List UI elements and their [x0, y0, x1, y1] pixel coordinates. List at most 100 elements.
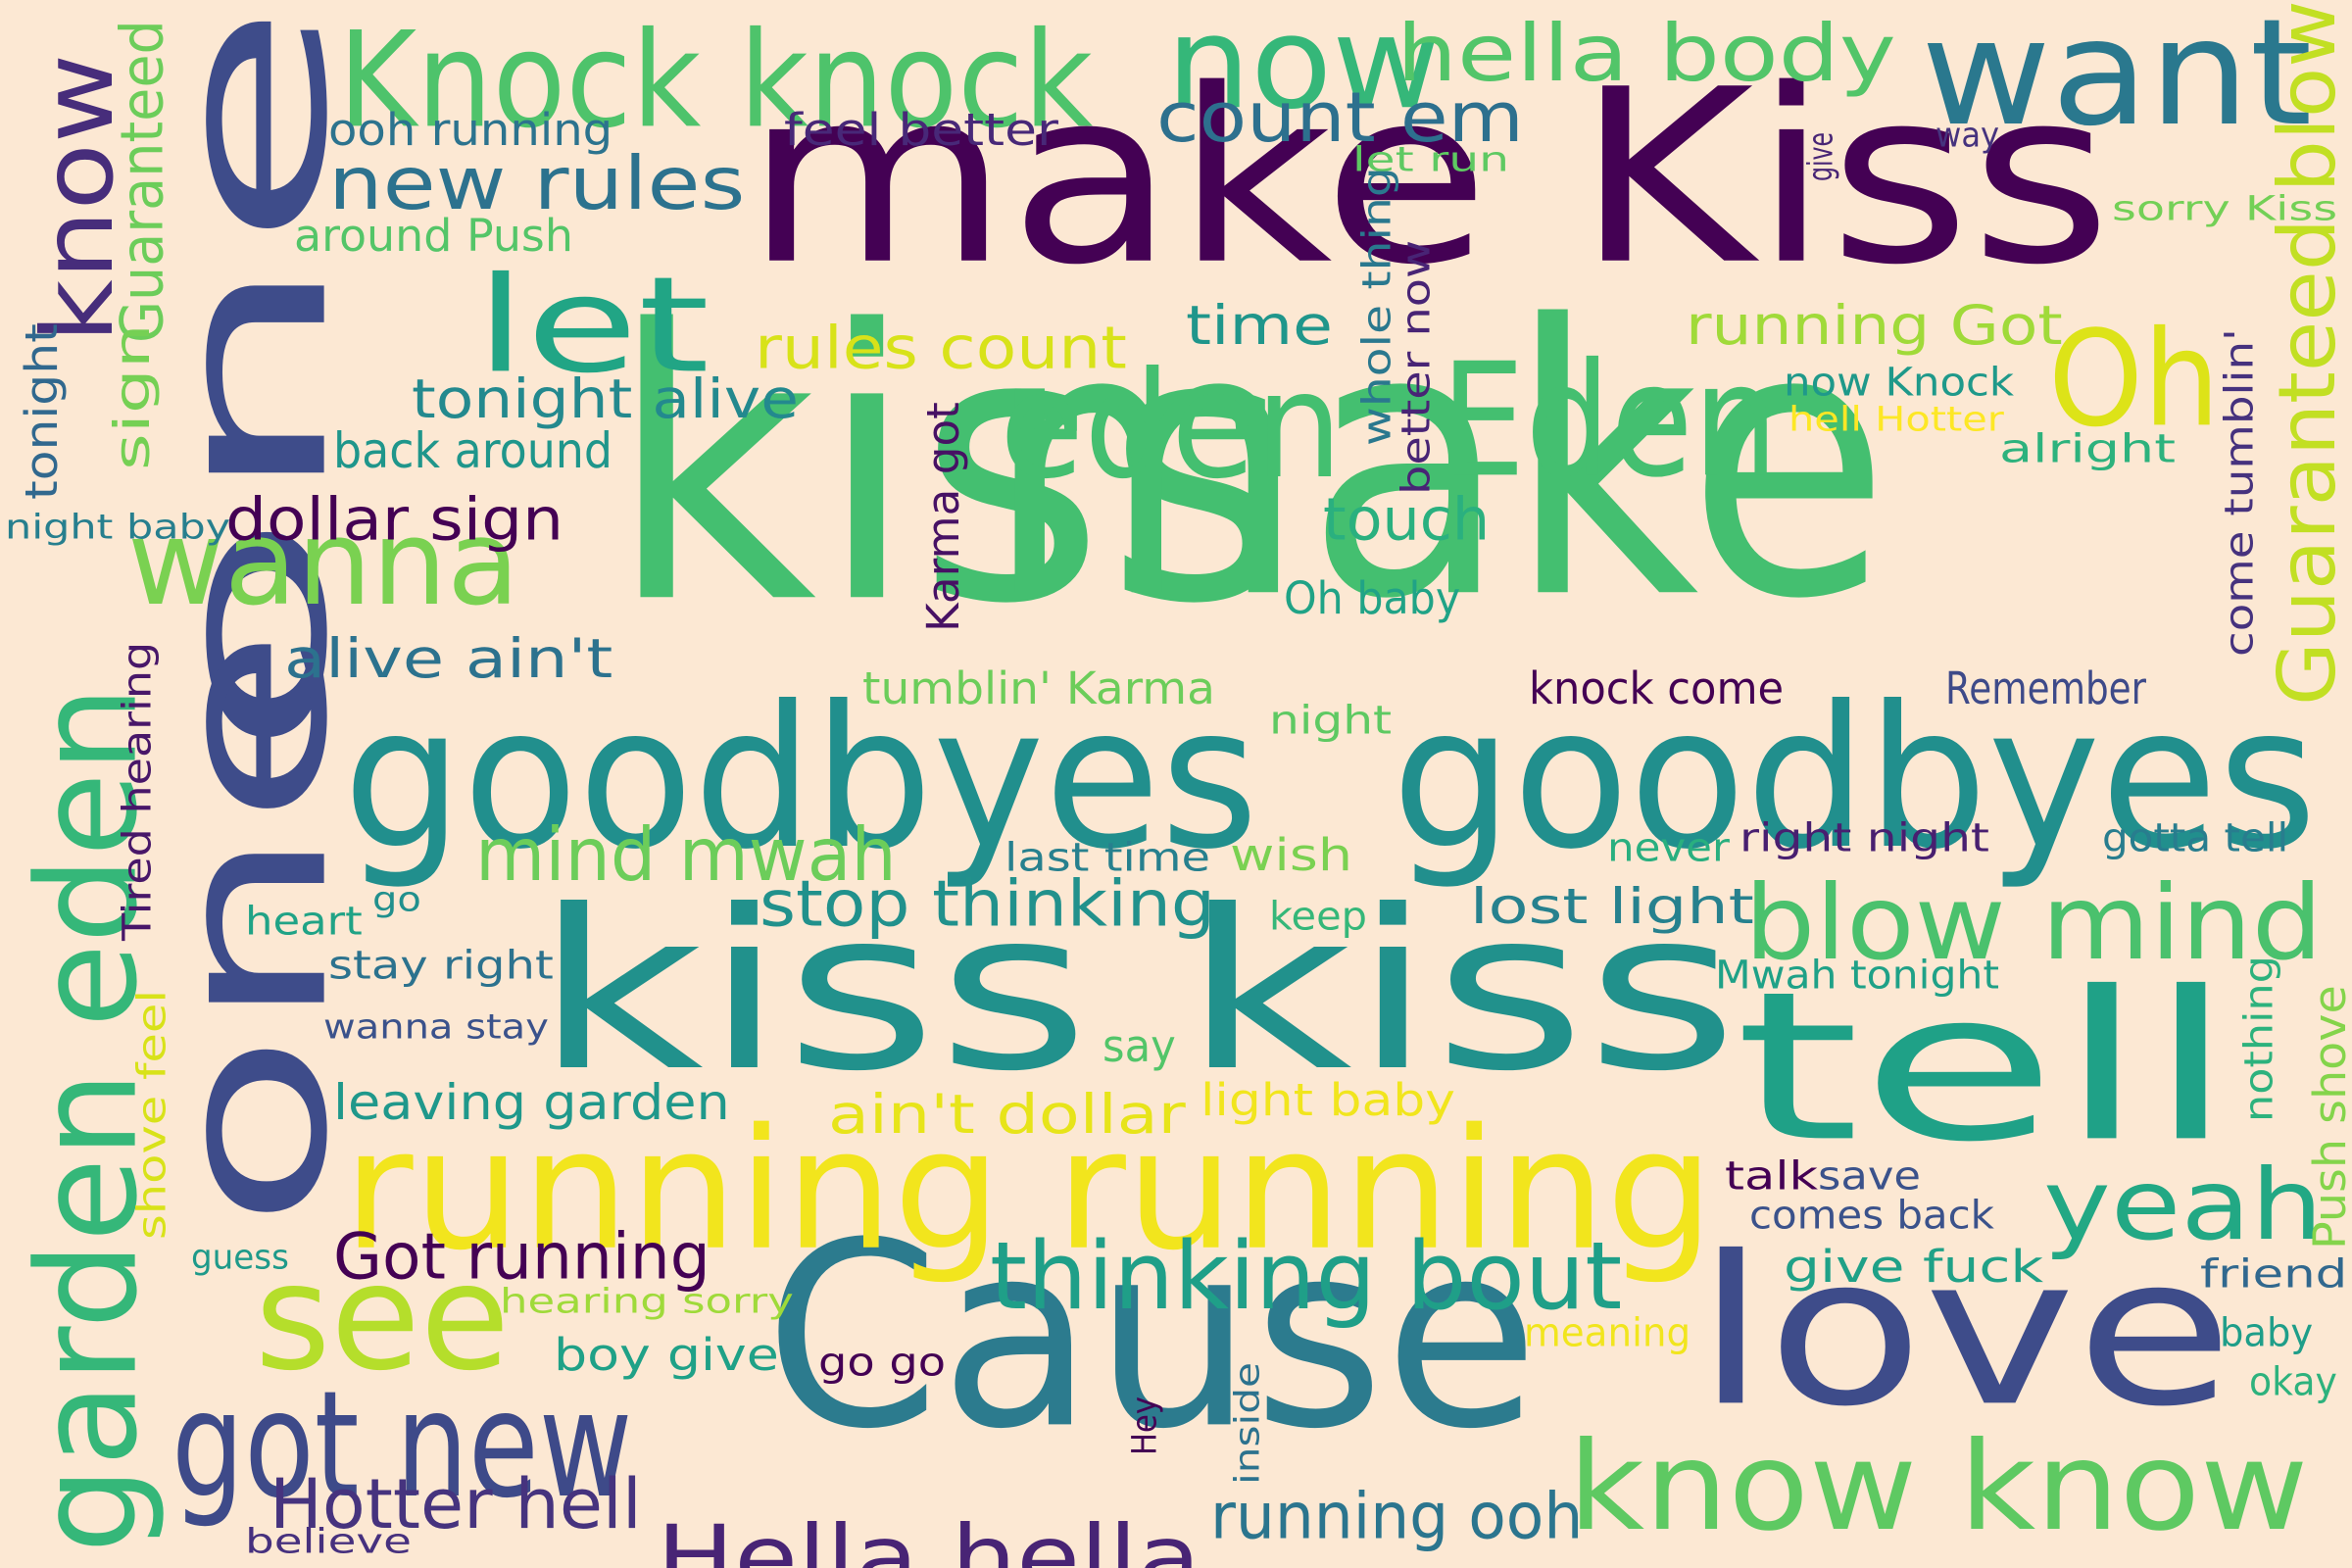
word: nothing: [2235, 956, 2282, 1122]
word: inside: [1226, 1361, 1267, 1485]
word: wanna: [127, 494, 520, 632]
word: sorry Kiss: [2112, 187, 2338, 228]
word: alright: [1999, 425, 2177, 472]
word: gotta tell: [2102, 814, 2289, 861]
word: make Kiss: [745, 36, 2112, 318]
word: hell Hotter: [1788, 398, 2004, 439]
word: make: [985, 245, 1890, 682]
word: thinking bout: [990, 1221, 1623, 1331]
word: give: [1799, 132, 1840, 181]
word: guess: [191, 1236, 289, 1277]
word: okay: [2249, 1358, 2337, 1405]
word: lost light: [1470, 877, 1754, 935]
word: tonight alive: [412, 368, 799, 431]
word: keep: [1269, 893, 1367, 940]
word: let run: [1352, 138, 1510, 179]
word: knock come: [1529, 662, 1785, 714]
word: Hotter hell: [270, 1463, 642, 1544]
word: got new: [172, 1358, 633, 1531]
word: believe: [245, 1520, 412, 1561]
word: Mwah tonight: [1715, 952, 2000, 999]
word: kiss kiss: [534, 861, 1739, 1120]
word: running ooh: [1210, 1479, 1584, 1554]
word: Oh baby: [1284, 571, 1461, 624]
word: Eden: [1441, 328, 1779, 513]
word: around Push: [294, 209, 573, 262]
word: comes back: [1749, 1192, 1994, 1239]
word: know know: [1568, 1414, 2309, 1558]
word: Guaranteed: [107, 20, 176, 344]
word: rules count: [755, 313, 1127, 382]
word: tumblin' Karma: [862, 662, 1215, 714]
word: let: [475, 247, 710, 403]
word: Guaranteed blow: [2261, 0, 2352, 707]
word: meaning: [1524, 1309, 1691, 1356]
word: boy give: [554, 1328, 779, 1381]
word: night baby: [5, 506, 231, 547]
word: time: [1186, 294, 1333, 358]
word: kiss: [608, 250, 1294, 687]
word: yeah: [2043, 1148, 2324, 1262]
word: stay right: [328, 942, 554, 989]
word: ooh running: [328, 103, 613, 156]
word: alive ain't: [284, 627, 613, 691]
word: back around: [333, 421, 613, 479]
word: hearing sorry: [500, 1280, 794, 1321]
word: Oh: [2048, 301, 2221, 457]
word: never: [1607, 824, 1730, 871]
word: feel better: [784, 103, 1058, 156]
word: way: [1936, 114, 2000, 155]
word: say: [1102, 1019, 1176, 1072]
word: sign: [103, 323, 162, 470]
word: see: [255, 1231, 511, 1403]
word: shove feel: [128, 989, 175, 1240]
word: right night: [1740, 814, 1989, 861]
word: give fuck: [1784, 1240, 2044, 1293]
word: last time: [1004, 834, 1211, 881]
word: blow mind: [1744, 862, 2324, 984]
word: new rules: [328, 140, 746, 226]
word: Tired hearing: [114, 641, 161, 941]
word: leaving garden: [333, 1073, 730, 1131]
word: Hella hella: [657, 1505, 1201, 1568]
word: tonight: [15, 323, 68, 500]
word: wish: [1230, 828, 1353, 881]
word: tell: [1735, 947, 2236, 1188]
word: now Knock: [1784, 359, 2015, 406]
word: better now: [1393, 239, 1440, 496]
word: running running: [343, 1092, 1715, 1288]
word: Push shove: [2303, 985, 2352, 1250]
word: baby: [2220, 1309, 2314, 1356]
word: now: [1166, 0, 1442, 138]
word: stop thinking: [760, 866, 1216, 942]
word: mind mwah: [475, 811, 897, 898]
word: friend: [2200, 1250, 2348, 1298]
word: touch: [1323, 484, 1491, 554]
word: save: [1818, 1152, 1922, 1200]
word: Cause: [764, 1187, 1540, 1486]
word: Got running: [333, 1219, 710, 1295]
word: whole thing: [1353, 167, 1400, 446]
word: count em: [1156, 76, 1524, 158]
word: goodbyes: [1392, 663, 2318, 893]
word: love: [1695, 1211, 2234, 1452]
word: light baby: [1200, 1073, 1455, 1126]
word: night: [1269, 697, 1393, 744]
word: Karma got: [916, 402, 969, 632]
word: eden: [1000, 339, 1343, 512]
word: go: [372, 878, 421, 919]
word: hella body: [1396, 7, 1896, 100]
word: wanna stay: [323, 1005, 549, 1047]
word: Knock knock: [338, 2, 1094, 158]
word: want: [1921, 0, 2313, 159]
word: goodbyes: [343, 663, 1259, 893]
word: go go: [818, 1339, 947, 1386]
word: running Got: [1686, 294, 2063, 358]
word: talk: [1725, 1152, 1819, 1200]
word: Remember: [1945, 662, 2146, 714]
word: Hey: [1123, 1396, 1164, 1455]
word: dollar sign: [225, 484, 564, 554]
word: come tumblin': [2216, 328, 2263, 657]
word: heart: [245, 898, 363, 945]
